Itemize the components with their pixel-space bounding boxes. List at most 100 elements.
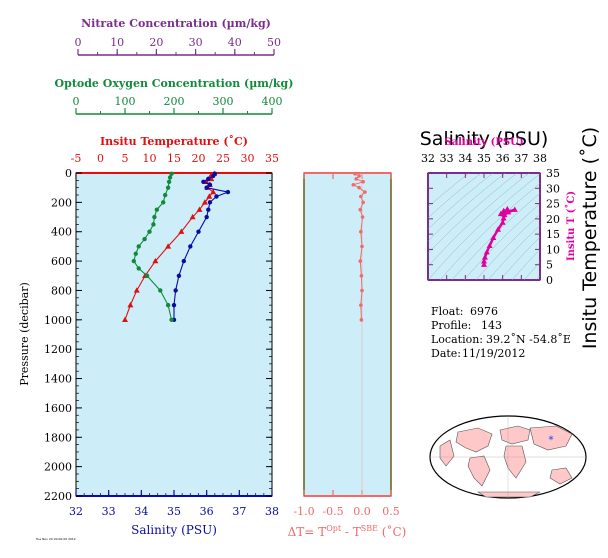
ts-contour — [511, 248, 540, 280]
ts-y-tick-label: 35 — [546, 167, 560, 180]
temperature-tick-label: 30 — [241, 152, 255, 165]
ts-x-tick-label: 38 — [533, 152, 547, 165]
salinity-tick-label: 33 — [102, 505, 116, 518]
dt-tick-label: 0.5 — [382, 505, 400, 518]
temperature-tick-label: -5 — [71, 152, 82, 165]
pressure-axis-label: Pressure (decibar) — [18, 282, 31, 385]
dt-point — [359, 229, 363, 234]
ts-contour — [499, 236, 540, 280]
salinity-point — [206, 176, 211, 182]
ts-y-tick-label: 10 — [546, 243, 560, 256]
oxygen-point — [133, 251, 138, 256]
salinity-point — [211, 173, 216, 179]
ts-x-tick-label: 33 — [440, 152, 454, 165]
oxygen-tick-label: 100 — [115, 95, 136, 108]
world-map: * — [429, 415, 587, 499]
dt-point — [360, 288, 364, 293]
nitrate-tick-label: 10 — [110, 36, 124, 49]
temperature-tick-label: 0 — [97, 152, 104, 165]
salinity-tick-label: 32 — [69, 505, 83, 518]
ts-ylabel-small: Insitu T (˚C) — [565, 191, 577, 261]
temperature-tick-label: 15 — [167, 152, 181, 165]
delta-t-axis-label: ΔT= TOpt - TSBE (˚C) — [288, 524, 407, 539]
oxygen-point — [166, 179, 172, 185]
dt-point — [361, 180, 365, 184]
ts-point — [495, 226, 501, 232]
temperature-point — [152, 257, 159, 264]
float-label: Float: — [431, 305, 463, 318]
salinity-point — [225, 189, 231, 195]
temperature-tick-label: 20 — [192, 152, 206, 165]
temperature-point — [201, 199, 208, 205]
ts-point — [481, 261, 487, 267]
salinity-point — [173, 288, 178, 293]
date-label: Date: — [431, 347, 461, 360]
nitrate-tick-label: 20 — [149, 36, 163, 49]
date-value: 11/19/2012 — [462, 347, 525, 360]
temperature-point — [196, 206, 203, 212]
salinity-point — [206, 207, 211, 212]
profile-value: 143 — [481, 319, 502, 332]
temperature-axis-label: Insitu Temperature (˚C) — [100, 135, 248, 148]
delta-t-plot-area — [303, 172, 392, 497]
pressure-tick-label: 200 — [51, 196, 72, 209]
pressure-tick-label: 800 — [51, 284, 72, 297]
map-land — [439, 425, 573, 498]
ts-y-tick-label: 20 — [546, 213, 560, 226]
dt-point — [357, 185, 361, 190]
temperature-point — [210, 188, 217, 195]
salinity-axis-label: Salinity (PSU) — [131, 523, 217, 537]
ts-point — [497, 210, 504, 217]
pressure-tick-label: 1200 — [44, 343, 72, 356]
ts-y-tick-label: 30 — [546, 182, 560, 195]
float-value: 6976 — [470, 305, 498, 318]
ts-title-small: Salinity (PSU) — [444, 137, 523, 148]
ts-contour — [428, 173, 540, 280]
ts-y-tick-label: 5 — [546, 259, 553, 272]
oxygen-point — [154, 207, 160, 212]
salinity-point — [214, 194, 219, 199]
nitrate-tick-label: 0 — [75, 36, 82, 49]
oxygen-point — [169, 317, 174, 323]
nitrate-tick-label: 50 — [267, 36, 281, 49]
ts-point — [504, 205, 511, 212]
temperature-tick-label: 25 — [216, 152, 230, 165]
salinity-axis: 32 33 34 35 36 37 38 — [69, 490, 279, 518]
pressure-tick-label: 400 — [51, 226, 72, 239]
oxygen-point — [165, 302, 171, 308]
ts-point — [490, 234, 497, 241]
ts-y-tick-label: 0 — [546, 274, 553, 287]
ts-contour — [428, 173, 482, 219]
salinity-point — [188, 244, 193, 249]
pressure-tick-label: 0 — [65, 167, 72, 180]
salinity-tick-label: 36 — [200, 505, 214, 518]
profile-series — [122, 170, 231, 323]
salinity-tick-label: 37 — [232, 505, 246, 518]
ts-x-tick-label: 34 — [458, 152, 472, 165]
oxygen-point — [142, 236, 147, 242]
pressure-tick-label: 1000 — [44, 314, 72, 327]
nitrate-tick-label: 40 — [228, 36, 242, 49]
salinity-tick-label: 35 — [167, 505, 181, 518]
ts-title-large: Salinity (PSU) — [420, 128, 549, 150]
dt-point — [361, 200, 365, 205]
ts-x-tick-label: 35 — [477, 152, 491, 165]
pressure-tick-label: 2000 — [44, 461, 72, 474]
oxygen-point — [131, 258, 137, 264]
profile-plot-area — [75, 172, 273, 497]
dt-point — [359, 273, 364, 278]
delta-t-series — [351, 171, 367, 322]
temperature-point — [189, 213, 196, 220]
salinity-point — [207, 182, 213, 187]
salinity-point — [181, 258, 186, 264]
ts-ylabel-large: Insitu Temperature (˚C) — [579, 127, 601, 349]
ts-point — [500, 215, 507, 221]
ts-y-tick-label: 15 — [546, 228, 560, 241]
salinity-tick-label: 34 — [134, 505, 148, 518]
temperature-tick-label: 35 — [265, 152, 279, 165]
oxygen-point — [144, 273, 150, 278]
oxygen-tick-label: 300 — [213, 95, 234, 108]
ts-x-tick-label: 37 — [514, 152, 528, 165]
oxygen-point — [165, 185, 171, 190]
